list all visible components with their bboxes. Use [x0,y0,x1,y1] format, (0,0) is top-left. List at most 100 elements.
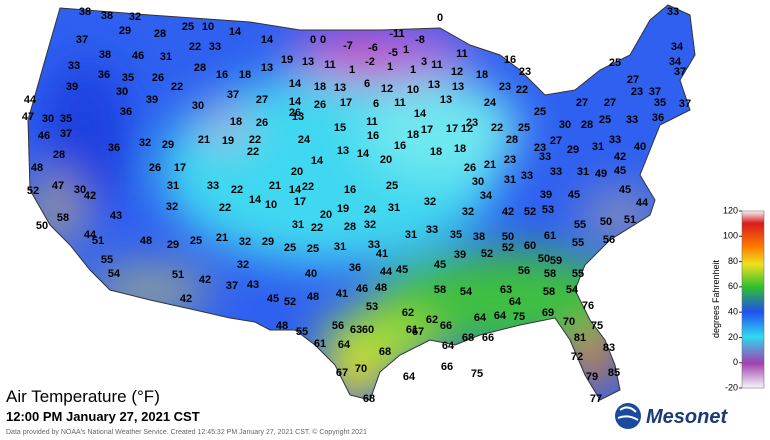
station-value: 28 [581,119,593,131]
station-value: 39 [454,249,466,261]
station-value: 83 [603,342,615,354]
station-value: 55 [574,219,586,231]
station-value: 10 [265,199,277,211]
station-value: 64 [494,310,507,322]
station-value: 66 [482,332,494,344]
station-value: 25 [534,106,546,118]
station-value: 32 [364,219,376,231]
station-value: 25 [609,57,621,69]
station-value: 35 [450,229,462,241]
credit: Data provided by NOAA's National Weather… [6,428,367,436]
station-value: 24 [364,204,377,216]
station-value: 76 [582,300,594,312]
station-value: 29 [119,25,131,37]
station-value: 13 [452,81,464,93]
station-value: 28 [154,28,166,40]
station-value: 42 [614,151,626,163]
logo: Mesonet [615,403,728,429]
station-value: 10 [202,21,214,33]
station-value: 30 [559,119,571,131]
station-value: 33 [550,166,562,178]
station-value: 12 [451,66,463,78]
station-value: 37 [679,98,691,110]
station-value: 58 [434,284,446,296]
station-value: 48 [375,282,387,294]
station-value: 68 [363,393,375,405]
station-value: 67 [412,326,424,338]
station-value: 23 [499,81,511,93]
station-value: 72 [571,351,583,363]
station-value: 27 [256,94,268,106]
station-value: 50 [600,216,612,228]
station-value: 64 [442,340,455,352]
station-value: 38 [79,6,91,18]
station-value: 63 [500,284,512,296]
station-value: 52 [502,242,514,254]
station-value: 43 [110,210,122,222]
station-value: -7 [343,40,353,52]
station-value: 22 [219,202,231,214]
station-value: 11 [431,59,443,71]
station-value: 63 [350,324,362,336]
colorbar-tick-label: 20 [728,332,738,342]
station-value: 61 [544,230,556,242]
station-value: 26 [256,117,268,129]
station-value: -5 [388,47,398,59]
colorbar-tick-label: 80 [728,256,738,266]
colorbar [741,210,765,389]
station-value: 13 [302,56,314,68]
station-value: 42 [502,206,514,218]
station-value: 1 [349,64,355,76]
station-value: 53 [366,301,378,313]
station-value: 31 [592,141,604,153]
station-value: 62 [426,314,438,326]
station-value: 34 [669,56,682,68]
station-value: 29 [567,144,579,156]
colorbar-tick-label: 60 [728,281,738,291]
station-value: 66 [440,320,452,332]
station-value: 18 [476,69,488,81]
station-value: 32 [166,201,178,213]
station-value: 68 [462,332,474,344]
station-value: 33 [539,151,551,163]
station-value: 6 [364,78,370,90]
station-value: 56 [603,234,615,246]
station-value: 44 [636,197,649,209]
station-value: 11 [366,116,378,128]
station-value: 18 [407,129,419,141]
station-value: 15 [334,122,346,134]
station-value: 31 [405,229,417,241]
station-value: 22 [231,184,243,196]
station-value: 64 [509,296,522,308]
station-value: 17 [294,196,306,208]
station-value: 14 [249,194,262,206]
colorbar-tick-label: -20 [725,382,738,392]
colorbar-tick-label: 0 [733,357,738,367]
station-value: 18 [239,69,251,81]
station-value: 68 [379,346,391,358]
station-value: 12 [381,83,393,95]
station-value: 37 [226,280,238,292]
station-value: 0 [320,34,326,46]
station-value: 13 [440,94,452,106]
station-value: 40 [305,268,317,280]
station-value: 55 [296,326,308,338]
station-value: 64 [474,312,487,324]
station-value: 3 [421,56,427,68]
station-value: 27 [604,97,616,109]
station-value: 21 [484,159,496,171]
station-value: 23 [466,117,478,129]
station-value: -11 [389,28,404,40]
station-value: 21 [216,232,228,244]
station-value: 36 [120,106,132,118]
station-value: 53 [542,204,554,216]
station-value: 61 [314,338,326,350]
station-value: 20 [320,209,332,221]
station-value: 29 [167,239,179,251]
station-value: 17 [421,124,433,136]
station-value: 31 [292,219,304,231]
station-value: 11 [394,97,406,109]
station-value: 1 [387,61,393,73]
station-value: 22 [302,181,314,193]
station-value: 64 [338,339,351,351]
